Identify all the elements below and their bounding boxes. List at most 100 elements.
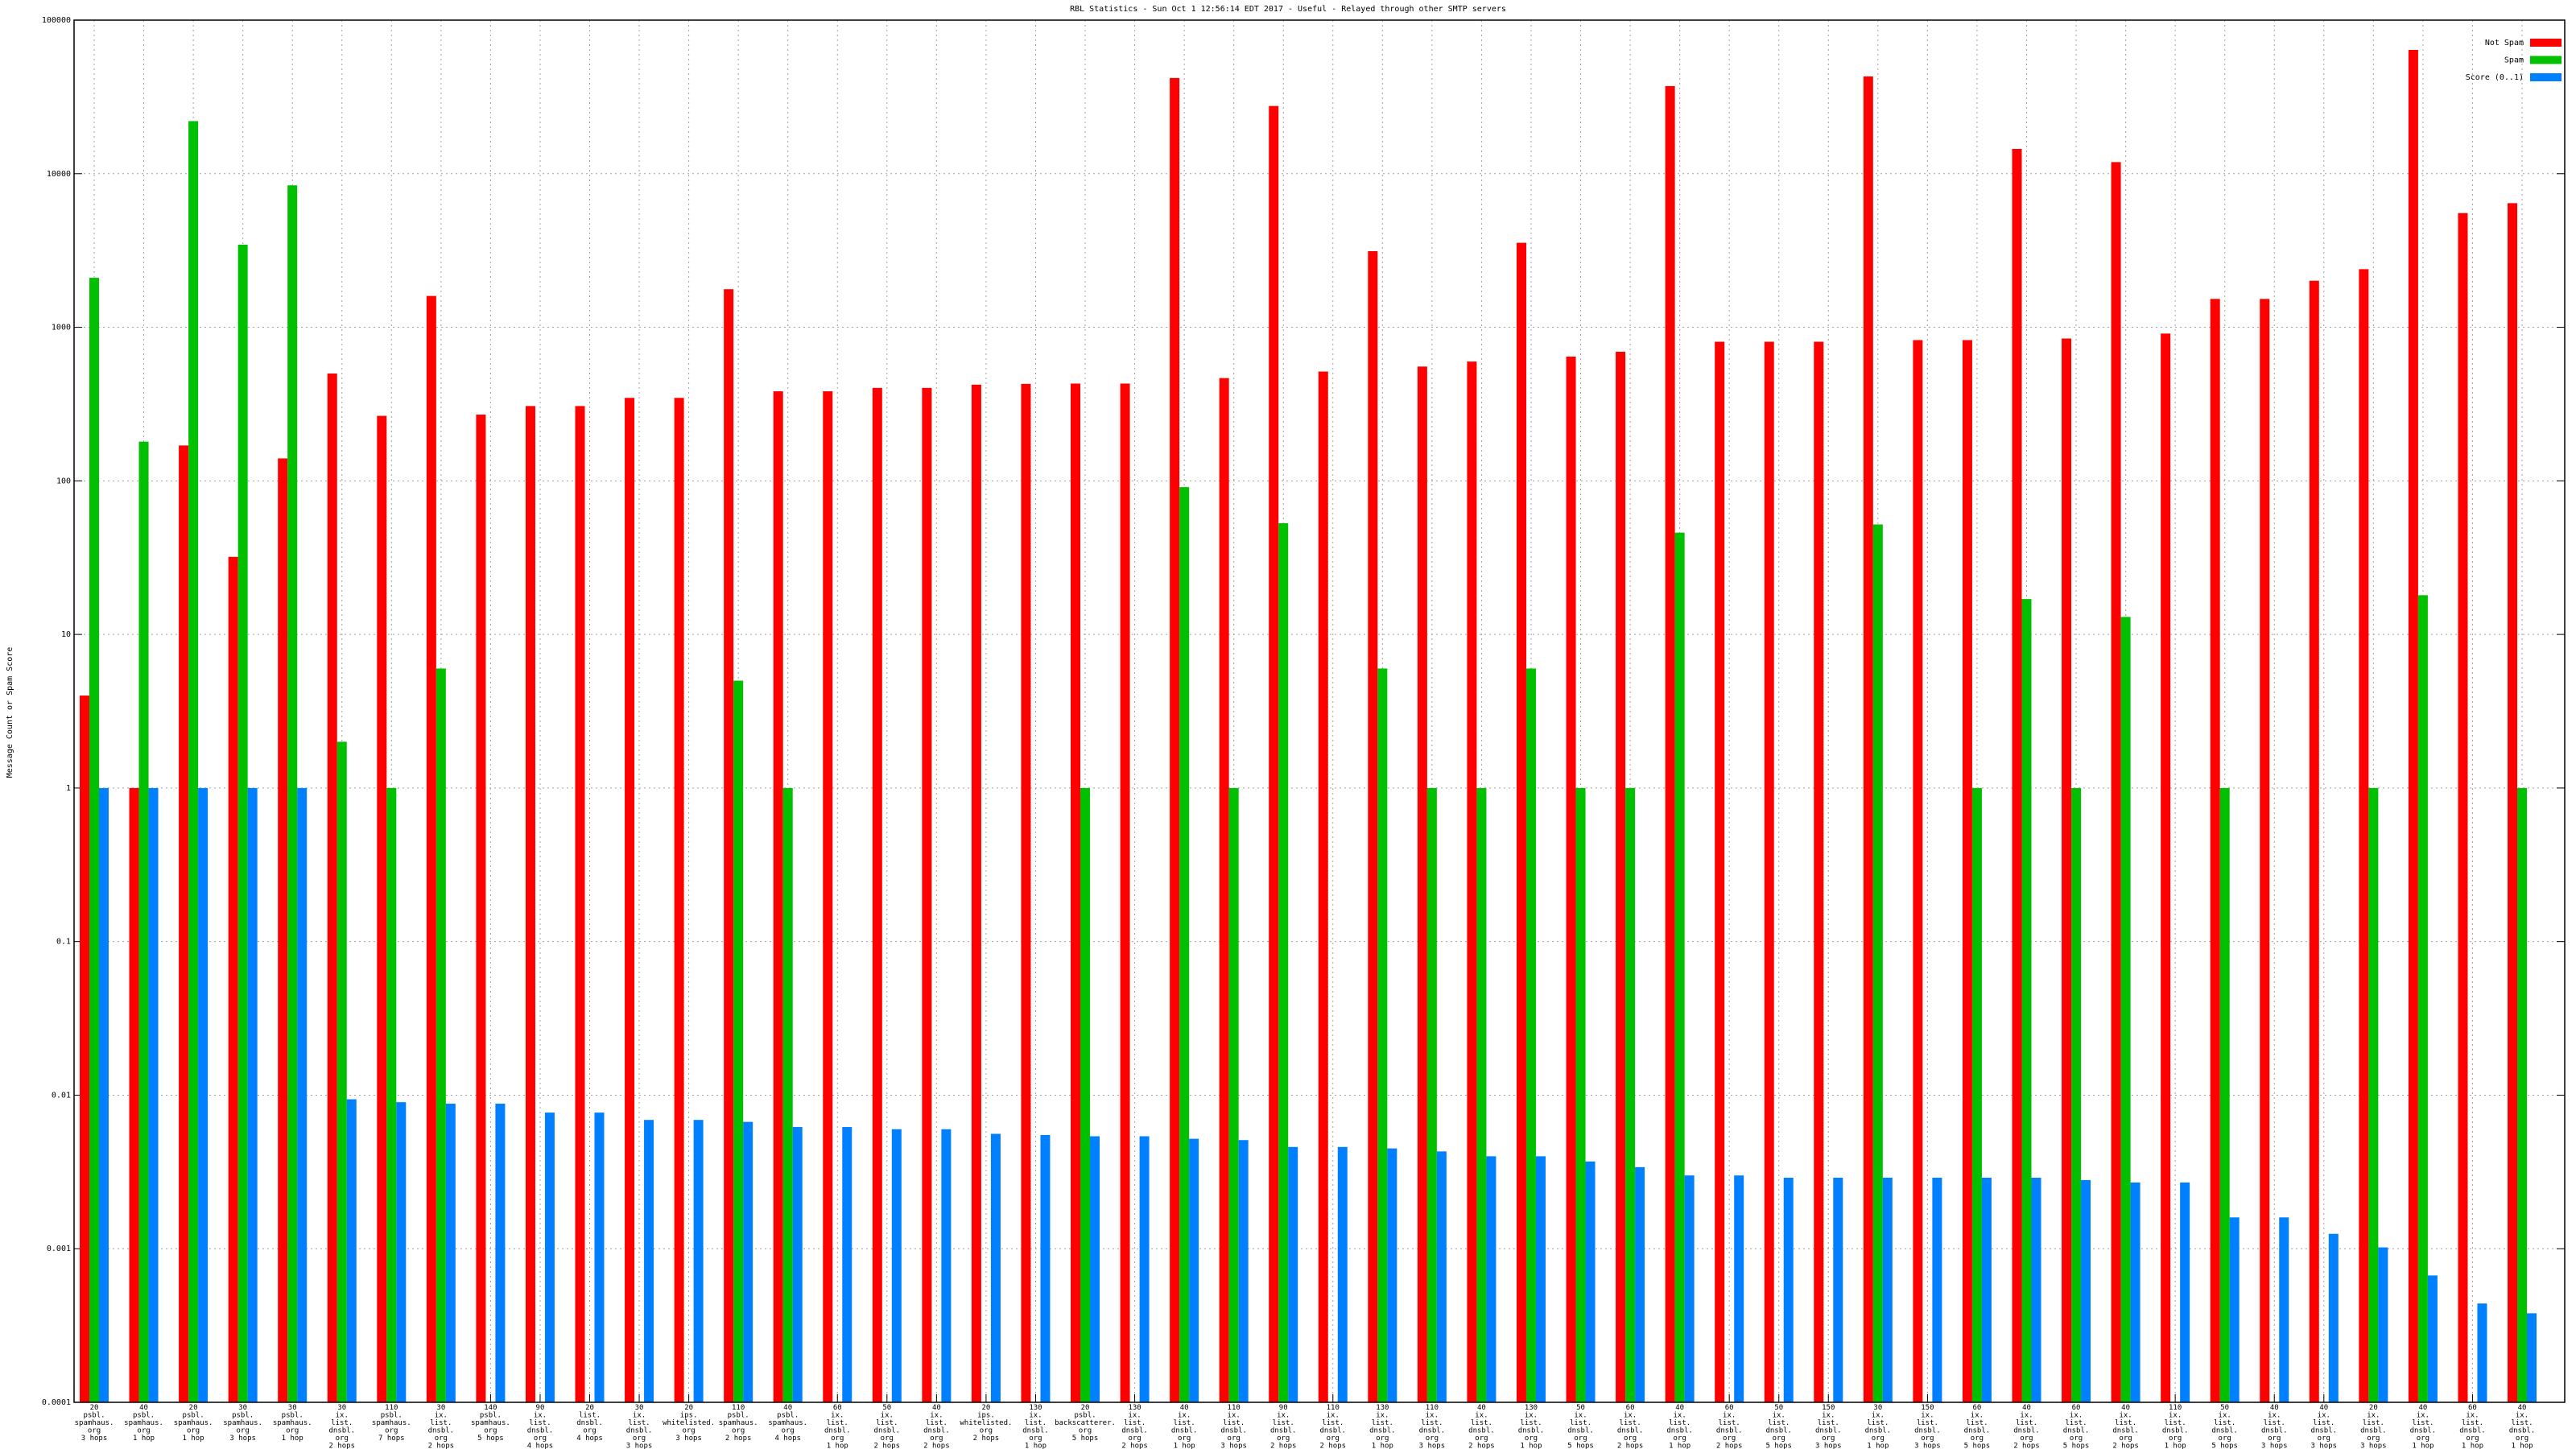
x-tick-label-line: ix.: [2020, 1411, 2033, 1419]
x-tick-label-line: org: [2466, 1435, 2479, 1443]
x-tick-label: 30 psbl. spamhaus. org 1 hop: [273, 1404, 312, 1443]
x-tick-label-line: dnsbl.: [2261, 1426, 2288, 1435]
x-tick-label-line: 2 hops: [1270, 1442, 1297, 1449]
x-tick-label: 90 ix. list. dnsbl. org 2 hops: [1270, 1404, 1297, 1449]
bar: [346, 1099, 357, 1402]
x-tick-label-line: 20: [585, 1404, 594, 1412]
bar: [2458, 213, 2468, 1402]
x-tick-label-line: org: [237, 1426, 250, 1435]
x-tick-label-line: dnsbl.: [2360, 1426, 2387, 1435]
x-tick-label: 40 ix. list. dnsbl. org 1 hop: [2509, 1404, 2536, 1449]
y-tick-label: 1000: [52, 324, 71, 332]
x-tick-label: 20 psbl. spamhaus. org 1 hop: [174, 1404, 213, 1443]
x-tick-label-line: 150: [1921, 1404, 1934, 1412]
bar: [1426, 787, 1437, 1402]
bar: [2130, 1182, 2140, 1402]
x-tick-label-line: list.: [430, 1419, 452, 1427]
x-tick-label-line: org: [137, 1426, 150, 1435]
x-tick-label-line: org: [385, 1426, 398, 1435]
x-tick-label-line: 3 hops: [229, 1435, 256, 1443]
x-tick-label-line: list.: [2511, 1419, 2533, 1427]
x-tick-label-line: ix.: [435, 1411, 448, 1419]
bar: [2368, 787, 2379, 1402]
x-tick-label-line: 3 hops: [1220, 1442, 1247, 1449]
bar: [594, 1113, 605, 1402]
x-tick-label-line: 110: [732, 1404, 745, 1412]
x-tick-label-line: list.: [2462, 1419, 2483, 1427]
bar: [1814, 341, 1824, 1403]
x-tick-label-line: 1 hop: [1025, 1442, 1046, 1449]
x-tick-label-line: list.: [2412, 1419, 2434, 1427]
bar: [2417, 595, 2428, 1402]
x-tick-label: 110 ix. list. dnsbl. org 1 hop: [2162, 1404, 2189, 1449]
bar: [198, 787, 208, 1402]
y-axis-label: Message Count or Spam Score: [6, 647, 14, 778]
x-tick-label: 130 ix. list. dnsbl. org 2 hops: [1121, 1404, 1148, 1449]
x-tick-label-line: 1 hop: [1174, 1442, 1195, 1449]
x-tick-label-line: org: [1673, 1435, 1686, 1443]
chart-title: RBL Statistics - Sun Oct 1 12:56:14 EDT …: [1070, 5, 1506, 14]
bar: [386, 787, 397, 1402]
x-tick-label: 130 ix. list. dnsbl. org 1 hop: [1022, 1404, 1049, 1449]
x-tick-label: 30 ix. list. dnsbl. org 2 hops: [328, 1404, 355, 1449]
x-tick-label-line: org: [1822, 1435, 1835, 1443]
bar: [1021, 383, 1031, 1402]
x-tick-label-line: org: [1376, 1435, 1389, 1443]
x-tick-label: 110 psbl. spamhaus. org 7 hops: [372, 1404, 411, 1443]
x-tick-label-line: org: [2119, 1435, 2132, 1443]
x-tick-label-line: dnsbl.: [1964, 1426, 1991, 1435]
x-tick-label: 20 ips. whitelisted. org 2 hops: [960, 1404, 1012, 1443]
x-tick-label-line: list.: [1818, 1419, 1839, 1427]
x-tick-label-line: 3 hops: [81, 1435, 108, 1443]
bar: [287, 185, 298, 1402]
x-tick-label: 40 ix. list. dnsbl. org 1 hop: [1666, 1404, 1693, 1449]
bar: [2081, 1179, 2091, 1402]
x-tick-label-line: list.: [2214, 1419, 2235, 1427]
bar: [396, 1102, 407, 1402]
x-tick-label-line: ix.: [336, 1411, 349, 1419]
x-tick-label-line: ix.: [1327, 1411, 1340, 1419]
x-tick-label-line: ix.: [1376, 1411, 1389, 1419]
x-tick-label: 40 ix. list. dnsbl. org 1 hop: [2410, 1404, 2437, 1449]
x-tick-label-line: list.: [2313, 1419, 2334, 1427]
x-tick-label-line: psbl.: [381, 1411, 402, 1419]
x-tick-label-line: ix.: [2119, 1411, 2132, 1419]
x-tick-label-line: dnsbl.: [1765, 1426, 1792, 1435]
x-tick-label-line: list.: [1471, 1419, 1492, 1427]
x-tick-label-line: spamhaus.: [124, 1419, 163, 1427]
x-tick-label-line: ix.: [930, 1411, 943, 1419]
bar: [1090, 1136, 1100, 1402]
x-tick-label-line: 20: [90, 1404, 99, 1412]
x-tick-label-line: 90: [536, 1404, 545, 1412]
x-tick-label-line: ix.: [881, 1411, 894, 1419]
x-tick-label-line: org: [1029, 1435, 1042, 1443]
x-tick-label-line: org: [336, 1435, 349, 1443]
x-tick-label-line: 40: [1477, 1404, 1486, 1412]
bar: [2260, 299, 2270, 1402]
x-tick-label-line: ix.: [1673, 1411, 1686, 1419]
bar: [2021, 599, 2032, 1402]
bar: [2378, 1247, 2388, 1402]
x-tick-label: 30 ix. list. dnsbl. org 2 hops: [428, 1404, 455, 1449]
x-tick-label-line: dnsbl.: [1270, 1426, 1297, 1435]
x-tick-label-line: list.: [1025, 1419, 1046, 1427]
x-tick-label-line: dnsbl.: [2112, 1426, 2139, 1435]
bar: [625, 398, 635, 1402]
x-tick-label-line: org: [732, 1426, 745, 1435]
x-tick-label-line: 1 hop: [2511, 1442, 2533, 1449]
x-tick-label-line: list.: [926, 1419, 947, 1427]
x-tick-label-line: dnsbl.: [923, 1426, 950, 1435]
bar: [2508, 203, 2517, 1403]
x-tick-label-line: 5 hops: [1964, 1442, 1991, 1449]
bar: [1863, 76, 1873, 1403]
x-tick-label-line: 130: [1128, 1404, 1141, 1412]
x-tick-label-line: 20: [1081, 1404, 1090, 1412]
bar: [228, 556, 238, 1402]
bar: [1179, 487, 1190, 1402]
x-tick-label-line: 3 hops: [1815, 1442, 1842, 1449]
bar: [237, 244, 248, 1402]
x-tick-label-line: 90: [1279, 1404, 1288, 1412]
legend-swatch: [2530, 39, 2562, 47]
x-tick-label-line: list.: [331, 1419, 353, 1427]
x-tick-label-line: org: [2367, 1435, 2380, 1443]
